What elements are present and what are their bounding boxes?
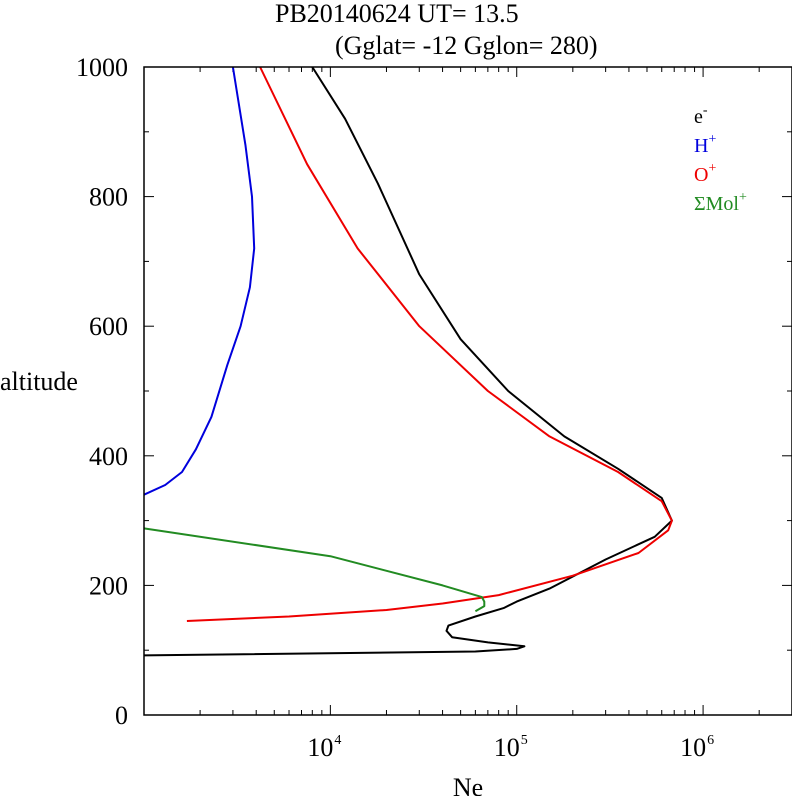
series-line-o [186,66,673,622]
y-tick-label: 200 [89,571,128,600]
legend-entry: H+ [694,132,716,157]
y-tick-label: 800 [89,183,128,212]
y-tick-label: 0 [115,701,128,730]
series-lines [143,66,673,657]
series-line-mol [143,527,486,613]
x-tick-label: 104 [307,733,341,762]
x-tick-labels: 104 105 106 [307,733,714,762]
chart-title-line2: (Gglat= -12 Gglon= 280) [335,31,598,60]
y-tick-label: 400 [89,442,128,471]
legend-entry: ΣMol+ [694,190,747,215]
y-tick-label: 1000 [76,53,128,82]
series-line-e [143,66,673,657]
x-tick-label: 106 [680,733,714,762]
x-axis-label: Ne [453,773,483,796]
legend: e- H+ O+ ΣMol+ [694,103,747,215]
legend-entry: e- [694,103,708,128]
y-axis-label: altitude [0,367,78,396]
y-tick-label: 600 [89,312,128,341]
plot-area-frame [143,66,792,716]
series-line-h [143,66,256,496]
legend-entry: O+ [694,161,716,186]
chart-title-line1: PB20140624 UT= 13.5 [275,0,519,28]
x-tick-label: 105 [494,733,528,762]
y-tick-labels: 0 200 400 600 800 1000 [76,53,128,730]
